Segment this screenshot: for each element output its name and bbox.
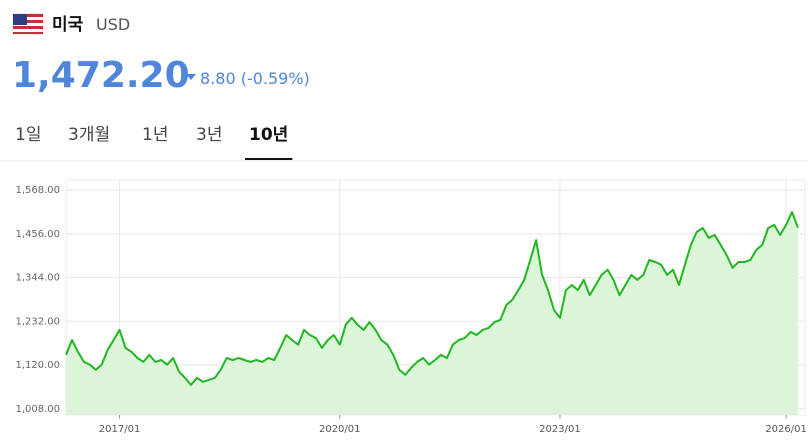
y-tick-label: 1,456.00 — [15, 229, 60, 240]
x-tick-label: 2026/01 — [765, 424, 807, 435]
tab[interactable]: 3개월 — [68, 125, 110, 145]
tabs: 1일 3개월 1년 3년 10년 — [15, 125, 293, 160]
y-tick-label: 1,568.00 — [15, 185, 60, 196]
y-tick-label: 1,232.00 — [15, 316, 60, 327]
tab[interactable]: 1년 — [142, 125, 168, 145]
chart: 1,008.00 1,120.00 1,232.00 1,344.00 1,456.00… — [15, 179, 807, 435]
x-tick-label: 2020/01 — [319, 424, 361, 435]
tab[interactable]: 3년 — [196, 125, 222, 145]
down-arrow — [186, 74, 196, 80]
y-tick-label: 1,008.00 — [15, 404, 60, 415]
currency: USD — [96, 15, 130, 34]
area-fill — [66, 212, 798, 415]
x-tick-label: 2017/01 — [99, 424, 141, 435]
tab-underline — [245, 158, 293, 160]
country: 미국 — [52, 15, 84, 35]
price-change: 8.80 (-0.59%) — [200, 69, 310, 88]
tab[interactable]: 10년 — [249, 125, 288, 145]
x-tick-label: 2023/01 — [539, 424, 581, 435]
tab[interactable]: 1일 — [15, 125, 41, 145]
flag — [12, 13, 44, 35]
price-line — [65, 211, 799, 386]
price: 1,472.20 — [12, 55, 190, 96]
y-tick-label: 1,344.00 — [15, 273, 60, 284]
y-tick-label: 1,120.00 — [15, 360, 60, 371]
